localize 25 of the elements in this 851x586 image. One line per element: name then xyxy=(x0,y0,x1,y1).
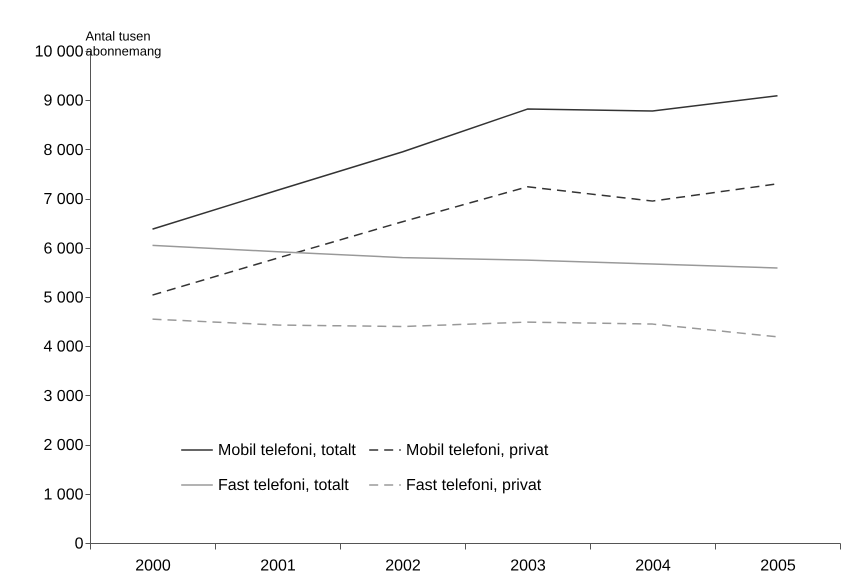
line-series xyxy=(152,244,778,269)
x-tick-label: 2004 xyxy=(635,558,671,574)
y-tick-label: 7 000 xyxy=(43,191,84,208)
legend-label: Mobil telefoni, privat xyxy=(406,442,549,459)
y-tick-label: 9 000 xyxy=(43,92,84,110)
x-tick-label: 2001 xyxy=(260,558,296,574)
x-tick-label: 2003 xyxy=(510,558,546,574)
y-tick-label: 3 000 xyxy=(43,388,84,405)
x-tick-label: 2000 xyxy=(135,558,171,574)
x-tick-label: 2005 xyxy=(760,558,796,574)
legend-label: Fast telefoni, privat xyxy=(406,477,542,494)
y-tick-label: 4 000 xyxy=(43,338,84,356)
y-tick-label: 1 000 xyxy=(43,486,84,504)
y-tick-label: 2 000 xyxy=(43,437,84,454)
y-tick-label: 8 000 xyxy=(43,142,84,159)
y-tick-label: 10 000 xyxy=(34,44,84,60)
y-tick-label: 0 xyxy=(74,536,84,552)
y-axis-title: Antal tusen abonnemang xyxy=(86,28,162,58)
y-tick-label: 6 000 xyxy=(43,240,84,258)
legend-label: Fast telefoni, totalt xyxy=(218,477,350,494)
line-series xyxy=(152,318,778,338)
y-tick-label: 5 000 xyxy=(43,290,84,306)
line-series xyxy=(152,95,778,230)
x-tick-label: 2002 xyxy=(385,558,421,574)
legend-label: Mobil telefoni, totalt xyxy=(218,442,356,459)
